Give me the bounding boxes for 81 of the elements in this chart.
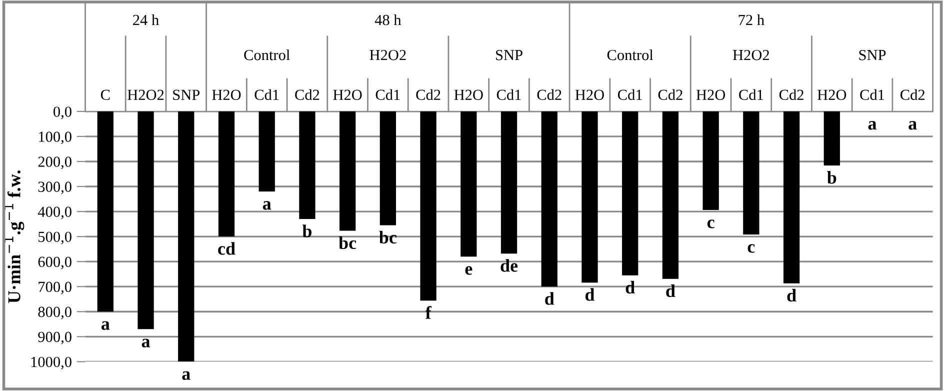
text: Control (244, 49, 290, 60)
text: H2O2 (732, 50, 770, 60)
bar (138, 111, 154, 330)
text: SNP (496, 50, 522, 60)
x-tick-label: Cd2 (416, 89, 440, 100)
text: SNP (859, 50, 886, 60)
y-tick-label: 700,0 (38, 282, 72, 294)
data-label: b (302, 224, 312, 238)
data-label: d (585, 288, 595, 301)
x-tick-label: Cd1 (860, 89, 884, 100)
bar (662, 111, 679, 279)
bar (420, 111, 436, 301)
bar (299, 111, 316, 220)
x-tick-label: Cd1 (739, 89, 763, 100)
x-tick-label: Cd1 (618, 89, 642, 100)
data-label: b (827, 171, 836, 184)
x-tick-label: C (100, 90, 110, 100)
x-tick-label: Cd2 (658, 89, 682, 100)
text: Control (607, 49, 654, 60)
bar (218, 111, 235, 237)
bar (258, 111, 275, 192)
x-tick-label: H2O (817, 90, 846, 100)
x-tick-label: H2O2 (128, 90, 164, 100)
text: 24 h (133, 14, 159, 26)
data-label: a (908, 121, 917, 130)
x-tick-label: Cd2 (537, 89, 562, 100)
data-label: a (142, 338, 150, 348)
data-label: a (182, 371, 190, 380)
bar (582, 111, 598, 283)
x-tick-label: Cd1 (376, 89, 400, 100)
x-tick-label: H2O (454, 90, 483, 100)
bar (783, 111, 800, 284)
x-tick-label: H2O (212, 90, 241, 100)
bar (340, 111, 356, 231)
y-tick-label: 400,0 (38, 206, 72, 220)
bar (500, 111, 518, 254)
bar (743, 111, 760, 235)
bar (97, 111, 114, 312)
data-label: bc (379, 230, 397, 244)
data-label: d (666, 284, 676, 298)
y-tick-label: 100,0 (39, 132, 72, 144)
x-tick-label: Cd1 (254, 89, 279, 100)
bar (380, 111, 396, 226)
y-tick-label: 500,0 (38, 232, 72, 244)
data-label: bc (338, 236, 356, 250)
data-label: c (748, 244, 755, 253)
x-tick-label: Cd1 (496, 89, 521, 100)
y-tick-label: 900,0 (38, 332, 72, 344)
data-label: cd (218, 242, 236, 255)
x-tick-label: H2O (333, 90, 362, 100)
bar (460, 111, 477, 257)
bar (824, 111, 840, 166)
x-tick-label: SNP (173, 90, 200, 100)
y-tick-label: 300,0 (38, 182, 72, 194)
y-tick-label: 1000,0 (31, 356, 72, 370)
y-tick-label: 200,0 (38, 156, 72, 170)
y-tick-label: 0,0 (54, 106, 72, 120)
x-tick-label: H2O (575, 90, 604, 100)
data-label: d (545, 292, 554, 305)
data-label: d (626, 280, 635, 294)
text: H2O2 (370, 50, 406, 60)
x-tick-label: Cd2 (900, 89, 925, 100)
x-tick-label: Cd2 (295, 89, 320, 100)
y-tick-label: 600,0 (38, 256, 72, 270)
x-tick-label: H2O (696, 90, 726, 100)
data-label: a (101, 321, 110, 330)
data-label: d (787, 288, 796, 302)
bar (178, 111, 194, 362)
bar (541, 111, 558, 287)
data-label: e (465, 266, 472, 275)
text: 72 h (738, 14, 764, 26)
data-label: f (425, 306, 432, 319)
y-tick-label: 800,0 (38, 306, 72, 320)
x-tick-label: Cd2 (779, 89, 804, 100)
data-label: a (868, 121, 876, 130)
data-label: de (500, 259, 518, 272)
data-label: a (262, 201, 272, 210)
bar (702, 111, 719, 210)
data-label: c (707, 220, 714, 228)
bar (622, 111, 638, 276)
text: 48 h (374, 14, 402, 26)
